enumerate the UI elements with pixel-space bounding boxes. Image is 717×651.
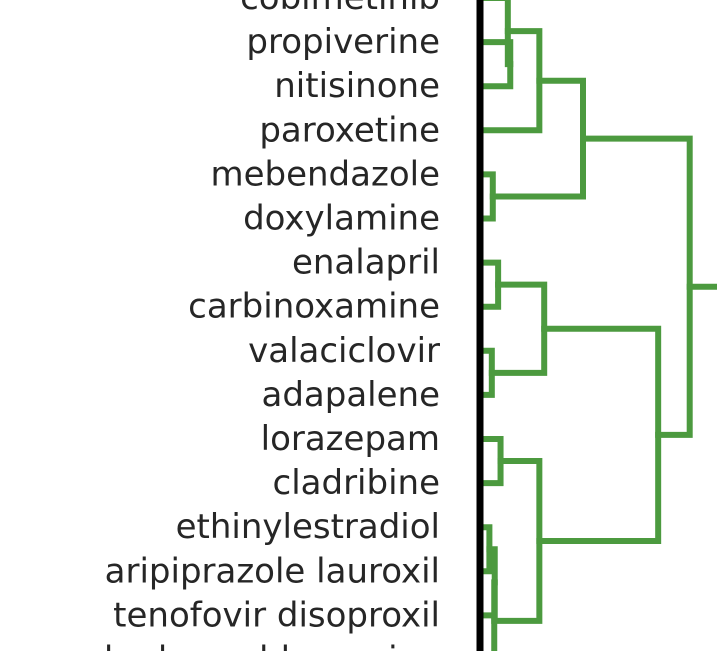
leaf-label: hydroxychloroquine bbox=[104, 640, 440, 651]
leaf-label: aripiprazole lauroxil bbox=[105, 551, 440, 591]
leaf-label: paroxetine bbox=[259, 110, 440, 150]
leaf-labels: cobimetinib propiverinenitisinoneparoxeti… bbox=[104, 0, 440, 651]
dendrogram-link bbox=[580, 135, 693, 438]
leaf-label: lorazepam bbox=[261, 419, 440, 459]
leaf-label: nitisinone bbox=[274, 66, 440, 106]
leaf-label: valaciclovir bbox=[248, 331, 440, 371]
leaf-label: ethinylestradiol bbox=[176, 507, 440, 547]
leaf-label: cobimetinib bbox=[240, 0, 440, 18]
leaf-label: enalapril bbox=[292, 243, 440, 283]
leaf-label: carbinoxamine bbox=[188, 287, 440, 327]
leaf-label: cladribine bbox=[273, 463, 440, 503]
leaf-label: doxylamine bbox=[243, 199, 440, 239]
leaf-label: mebendazole bbox=[210, 154, 440, 194]
leaf-label: propiverine bbox=[246, 22, 440, 62]
dendrogram-link bbox=[536, 325, 662, 544]
leaf-label: tenofovir disoproxil bbox=[113, 595, 440, 635]
leaf-label: adapalene bbox=[262, 375, 441, 415]
dendrogram-links bbox=[483, 0, 717, 651]
